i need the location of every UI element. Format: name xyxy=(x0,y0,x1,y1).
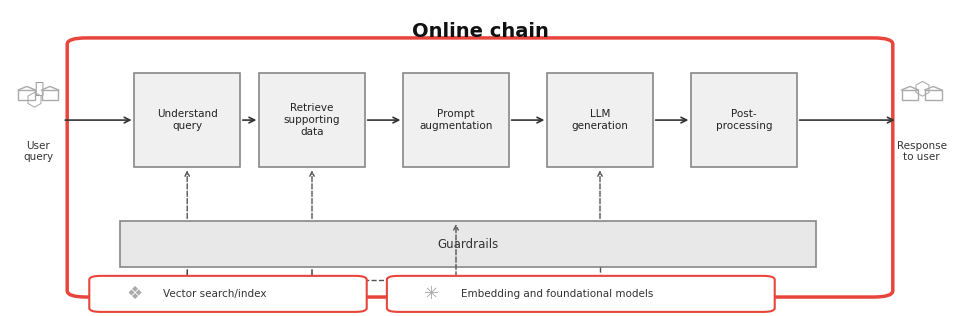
Text: Online chain: Online chain xyxy=(412,22,548,41)
Text: Vector search/index: Vector search/index xyxy=(163,289,267,299)
Text: 🏛: 🏛 xyxy=(34,81,43,96)
FancyBboxPatch shape xyxy=(691,73,797,167)
Bar xyxy=(901,90,919,100)
FancyBboxPatch shape xyxy=(89,276,367,312)
FancyBboxPatch shape xyxy=(67,38,893,297)
Bar xyxy=(41,90,59,100)
FancyBboxPatch shape xyxy=(134,73,240,167)
Text: ⬡: ⬡ xyxy=(25,90,42,109)
Text: Post-
processing: Post- processing xyxy=(716,109,772,131)
Text: Retrieve
supporting
data: Retrieve supporting data xyxy=(284,103,340,137)
Text: Prompt
augmentation: Prompt augmentation xyxy=(420,109,492,131)
FancyBboxPatch shape xyxy=(120,221,816,267)
FancyBboxPatch shape xyxy=(403,73,509,167)
Text: ⬡: ⬡ xyxy=(913,79,930,98)
FancyBboxPatch shape xyxy=(547,73,653,167)
Text: Understand
query: Understand query xyxy=(156,109,218,131)
Text: ❖: ❖ xyxy=(127,285,142,303)
Bar xyxy=(924,90,942,100)
FancyBboxPatch shape xyxy=(387,276,775,312)
Text: Embedding and foundational models: Embedding and foundational models xyxy=(461,289,653,299)
Text: User
query: User query xyxy=(23,141,54,162)
Text: Guardrails: Guardrails xyxy=(438,238,498,251)
Bar xyxy=(18,90,36,100)
Text: Response
to user: Response to user xyxy=(897,141,947,162)
Text: ✳: ✳ xyxy=(424,285,440,303)
FancyBboxPatch shape xyxy=(259,73,365,167)
Text: LLM
generation: LLM generation xyxy=(571,109,629,131)
